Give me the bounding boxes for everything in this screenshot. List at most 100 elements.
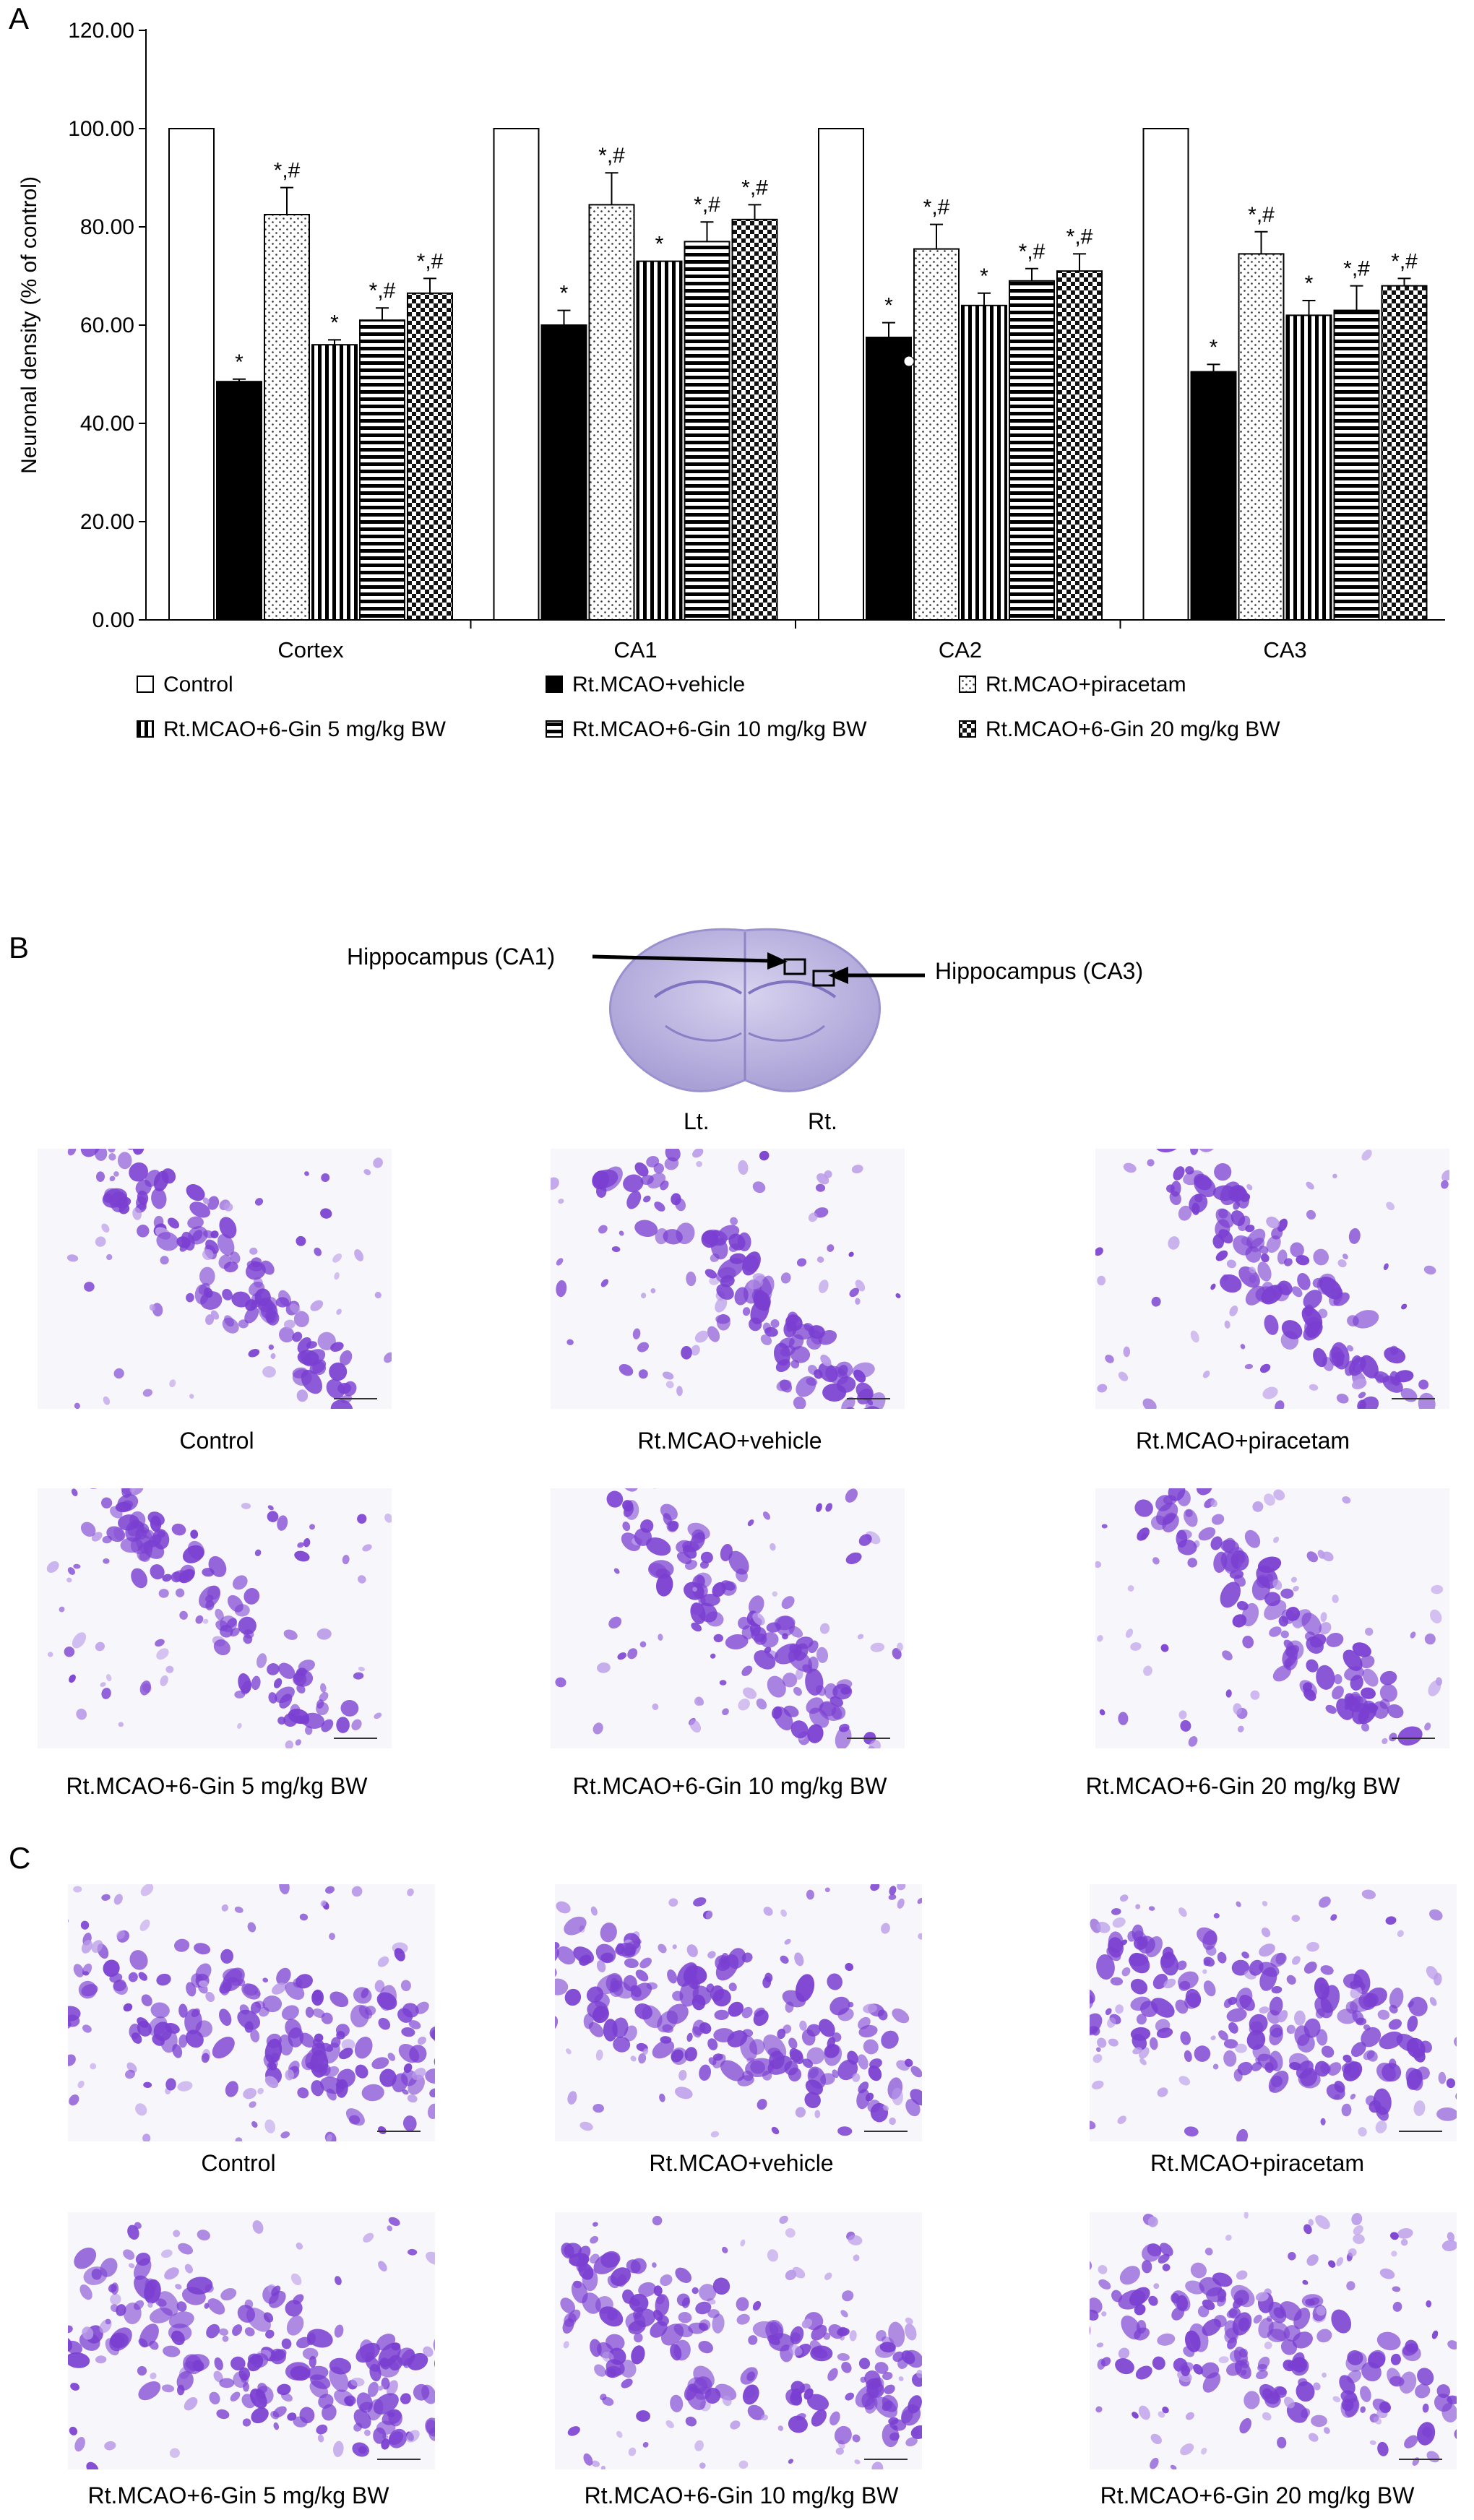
brain-section-image bbox=[609, 928, 881, 1092]
legend-label: Rt.MCAO+piracetam bbox=[986, 673, 1186, 696]
significance-mark: * bbox=[1210, 335, 1218, 359]
bar bbox=[1056, 270, 1103, 621]
legend-swatch bbox=[137, 720, 154, 738]
caption-c-vehicle: Rt.MCAO+vehicle bbox=[649, 2150, 834, 2176]
bar bbox=[216, 381, 262, 621]
bar bbox=[168, 128, 215, 621]
bar bbox=[1333, 309, 1380, 621]
pointer-arrows bbox=[592, 952, 788, 970]
bar bbox=[264, 214, 310, 621]
significance-mark: *,# bbox=[1066, 225, 1093, 249]
panel-label-c: C bbox=[9, 1841, 31, 1875]
bar bbox=[359, 319, 405, 621]
caption-b-gin20: Rt.MCAO+6-Gin 20 mg/kg BW bbox=[1085, 1773, 1400, 1799]
significance-mark: *,# bbox=[1248, 203, 1275, 227]
bar bbox=[1285, 314, 1332, 621]
bar bbox=[636, 260, 683, 621]
legend-label: Rt.MCAO+vehicle bbox=[572, 673, 745, 696]
bar bbox=[1381, 285, 1428, 621]
bar bbox=[588, 204, 635, 621]
caption-c-gin20: Rt.MCAO+6-Gin 20 mg/kg BW bbox=[1100, 2482, 1415, 2508]
legend-swatch bbox=[959, 720, 976, 738]
bar-chart: 0.00 20.00 40.00 60.00 80.00 100.00 120.00 Neur… bbox=[17, 19, 1445, 741]
significance-mark: * bbox=[884, 294, 893, 318]
micrograph-image bbox=[551, 1488, 905, 1748]
x-tick-label: Cortex bbox=[277, 637, 344, 663]
bar bbox=[818, 128, 864, 621]
legend: Control Rt.MCAO+vehicle Rt.MCAO+piracetam R… bbox=[137, 673, 1280, 741]
caption-c-piracetam: Rt.MCAO+piracetam bbox=[1150, 2150, 1365, 2176]
legend-label: Rt.MCAO+6-Gin 20 mg/kg BW bbox=[986, 717, 1280, 741]
significance-mark: * bbox=[655, 233, 664, 256]
micrograph-image bbox=[551, 1149, 905, 1409]
axes: 0.00 20.00 40.00 60.00 80.00 100.00 120.00 Neur… bbox=[17, 19, 1445, 663]
marker-dot bbox=[903, 355, 915, 367]
significance-mark: *,# bbox=[369, 279, 396, 303]
caption-b-piracetam: Rt.MCAO+piracetam bbox=[1135, 1428, 1350, 1454]
y-tick-label: 20.00 bbox=[80, 510, 134, 534]
bar bbox=[540, 324, 587, 621]
micrograph-image bbox=[555, 2212, 922, 2469]
bar bbox=[493, 128, 540, 621]
significance-mark: *,# bbox=[741, 176, 768, 199]
legend-swatch bbox=[546, 720, 563, 738]
significance-mark: *,# bbox=[598, 144, 625, 168]
significance-mark: *,# bbox=[694, 193, 720, 217]
legend-label: Rt.MCAO+6-Gin 5 mg/kg BW bbox=[163, 717, 447, 741]
micrograph-image bbox=[68, 2212, 435, 2469]
panel-label-b: B bbox=[9, 931, 30, 965]
micrograph-image bbox=[38, 1488, 392, 1748]
caption-c-gin5: Rt.MCAO+6-Gin 5 mg/kg BW bbox=[87, 2482, 389, 2508]
legend-label: Control bbox=[163, 673, 233, 696]
x-tick-label: CA3 bbox=[1263, 637, 1306, 663]
bar bbox=[961, 304, 1007, 621]
label-hippocampus-ca3: Hippocampus (CA3) bbox=[935, 958, 1144, 984]
pointer-arrow-ca3 bbox=[828, 967, 925, 984]
y-tick-label: 120.00 bbox=[68, 19, 134, 43]
caption-b-control: Control bbox=[179, 1428, 254, 1454]
significance-mark: * bbox=[235, 350, 243, 374]
significance-mark: *,# bbox=[1019, 240, 1046, 264]
significance-mark: *,# bbox=[417, 249, 444, 273]
label-left-hemisphere: Lt. bbox=[684, 1108, 710, 1134]
significance-mark: *,# bbox=[923, 196, 950, 220]
significance-mark: *,# bbox=[1391, 249, 1418, 273]
label-right-hemisphere: Rt. bbox=[808, 1108, 837, 1134]
bar bbox=[731, 218, 778, 621]
micrograph-image bbox=[68, 1884, 435, 2141]
bar bbox=[311, 344, 358, 621]
x-tick-label: CA1 bbox=[613, 637, 657, 663]
micrograph-image bbox=[1090, 2212, 1457, 2469]
bar bbox=[913, 248, 960, 621]
caption-c-control: Control bbox=[201, 2150, 276, 2176]
y-tick-label: 0.00 bbox=[92, 608, 134, 632]
bar bbox=[1009, 280, 1055, 621]
micrograph-image bbox=[555, 1884, 922, 2141]
x-tick-label: CA2 bbox=[939, 637, 982, 663]
significance-mark: * bbox=[980, 264, 988, 288]
significance-mark: *,# bbox=[274, 159, 301, 183]
significance-mark: *,# bbox=[1343, 257, 1370, 281]
bar bbox=[1142, 128, 1189, 621]
caption-b-vehicle: Rt.MCAO+vehicle bbox=[637, 1428, 822, 1454]
y-tick-label: 60.00 bbox=[80, 314, 134, 337]
bar bbox=[684, 241, 730, 621]
y-tick-label: 40.00 bbox=[80, 412, 134, 436]
bar bbox=[866, 337, 912, 621]
bar bbox=[1190, 371, 1237, 621]
significance-mark: * bbox=[330, 311, 339, 335]
micrograph-image bbox=[1090, 1884, 1457, 2141]
bar bbox=[407, 292, 453, 621]
caption-b-gin5: Rt.MCAO+6-Gin 5 mg/kg BW bbox=[66, 1773, 368, 1799]
bars: * *,# * *,# *,# * *,# * *,# *,# * *,# * *,# *,# * *,# * *,… bbox=[168, 128, 1428, 621]
y-axis-label: Neuronal density (% of control) bbox=[17, 176, 41, 474]
caption-c-gin10: Rt.MCAO+6-Gin 10 mg/kg BW bbox=[584, 2482, 899, 2508]
y-tick-label: 80.00 bbox=[80, 215, 134, 239]
legend-swatch bbox=[959, 676, 976, 693]
legend-label: Rt.MCAO+6-Gin 10 mg/kg BW bbox=[572, 717, 867, 741]
y-tick-label: 100.00 bbox=[68, 117, 134, 141]
bar bbox=[1238, 253, 1285, 621]
micrograph-image bbox=[38, 1149, 392, 1409]
panel-label-a: A bbox=[9, 1, 30, 35]
significance-mark: * bbox=[1305, 272, 1314, 295]
